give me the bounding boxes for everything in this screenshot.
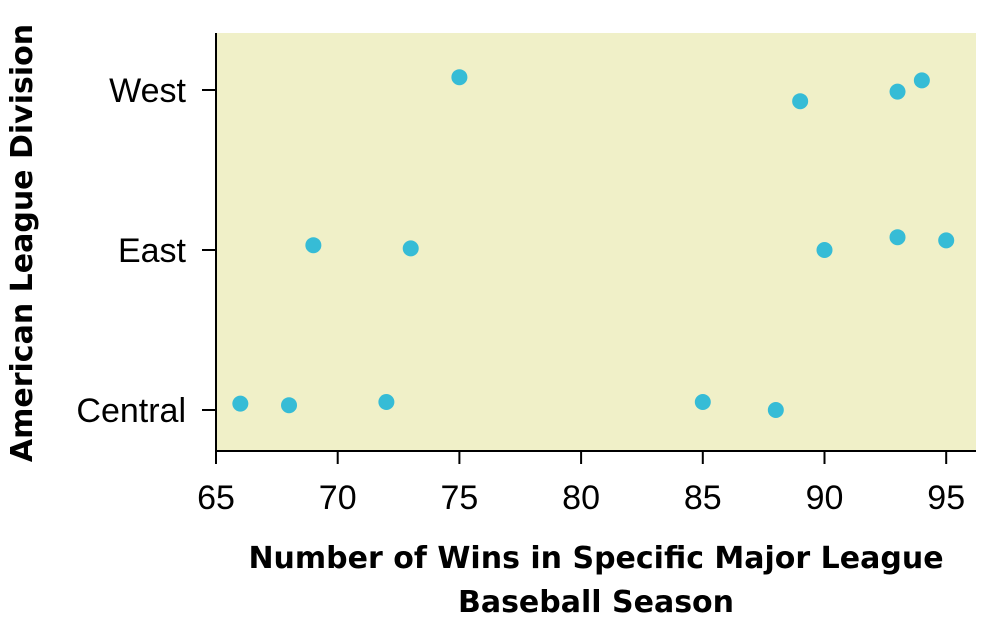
x-tick-label: 85 — [684, 479, 722, 517]
x-tick-label: 75 — [440, 479, 478, 517]
data-point-west — [913, 72, 930, 89]
data-point-central — [378, 394, 395, 410]
data-points — [232, 69, 955, 418]
data-point-east — [938, 232, 955, 249]
x-tick-label: 90 — [806, 479, 844, 517]
x-tick-label: 95 — [927, 479, 965, 517]
data-point-east — [305, 237, 322, 254]
x-tick-label: 80 — [562, 479, 600, 517]
data-point-central — [767, 402, 784, 418]
y-tick-label-west: West — [109, 72, 186, 110]
data-point-east — [402, 240, 419, 257]
data-point-east — [889, 229, 906, 246]
data-point-central — [694, 394, 711, 410]
data-point-east — [816, 242, 833, 258]
data-point-west — [451, 69, 468, 86]
x-tick-label: 70 — [319, 479, 357, 517]
x-axis-title-line-2: Baseball Season — [458, 585, 734, 620]
x-tick-label: 65 — [197, 479, 235, 517]
data-point-west — [792, 93, 809, 110]
plot-background — [216, 33, 976, 451]
data-point-central — [281, 397, 298, 414]
y-axis-title: American League Division — [5, 24, 40, 462]
y-axis-ticks: Central East West — [76, 72, 216, 430]
x-axis-ticks: 65 70 75 80 85 90 95 — [197, 451, 965, 517]
y-tick-label-central: Central — [76, 392, 186, 430]
y-tick-label-east: East — [118, 232, 187, 270]
x-axis-title-line-1: Number of Wins in Specific Major League — [248, 541, 943, 576]
data-point-central — [232, 395, 249, 412]
data-point-west — [889, 83, 906, 100]
